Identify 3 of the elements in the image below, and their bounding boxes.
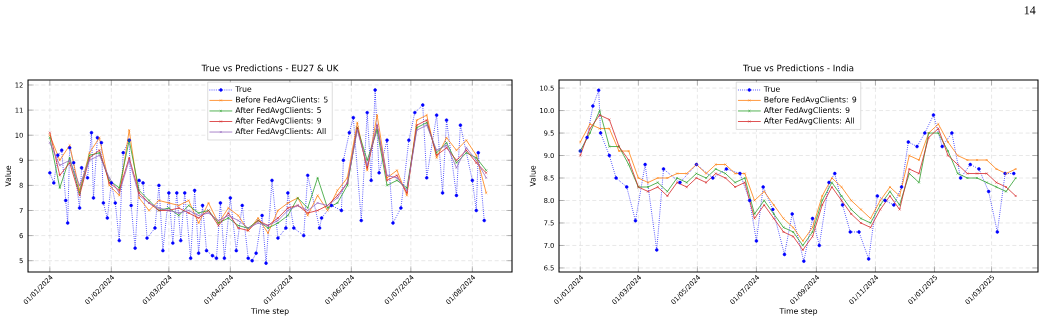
text: 14 (1024, 6, 1036, 15)
chart-title: True vs Predictions - EU27 & UK (201, 64, 339, 72)
chart-title: True vs Predictions - India (742, 64, 854, 72)
